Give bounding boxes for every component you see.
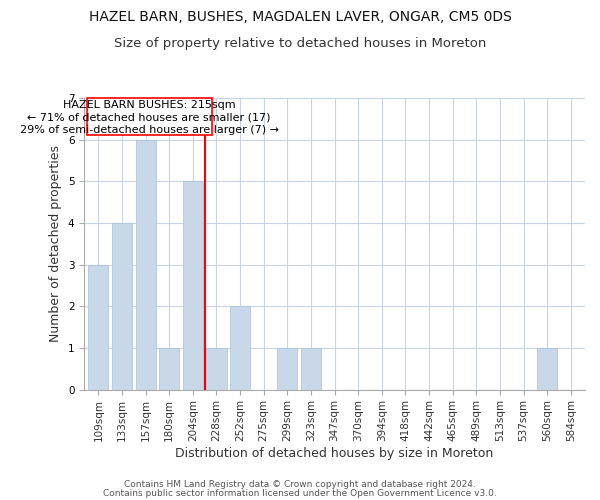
Y-axis label: Number of detached properties: Number of detached properties bbox=[49, 146, 62, 342]
Bar bbox=[301, 348, 321, 390]
Text: HAZEL BARN, BUSHES, MAGDALEN LAVER, ONGAR, CM5 0DS: HAZEL BARN, BUSHES, MAGDALEN LAVER, ONGA… bbox=[89, 10, 511, 24]
Bar bbox=[183, 182, 203, 390]
Text: HAZEL BARN BUSHES: 215sqm: HAZEL BARN BUSHES: 215sqm bbox=[63, 100, 235, 110]
Bar bbox=[277, 348, 298, 390]
Bar bbox=[112, 223, 132, 390]
Bar bbox=[159, 348, 179, 390]
X-axis label: Distribution of detached houses by size in Moreton: Distribution of detached houses by size … bbox=[175, 447, 494, 460]
FancyBboxPatch shape bbox=[86, 98, 212, 136]
Bar bbox=[206, 348, 227, 390]
Text: 29% of semi-detached houses are larger (7) →: 29% of semi-detached houses are larger (… bbox=[20, 125, 278, 135]
Text: ← 71% of detached houses are smaller (17): ← 71% of detached houses are smaller (17… bbox=[28, 112, 271, 122]
Text: Contains public sector information licensed under the Open Government Licence v3: Contains public sector information licen… bbox=[103, 488, 497, 498]
Bar bbox=[136, 140, 155, 390]
Text: Size of property relative to detached houses in Moreton: Size of property relative to detached ho… bbox=[114, 38, 486, 51]
Bar bbox=[537, 348, 557, 390]
Bar bbox=[230, 306, 250, 390]
Text: Contains HM Land Registry data © Crown copyright and database right 2024.: Contains HM Land Registry data © Crown c… bbox=[124, 480, 476, 489]
Bar bbox=[88, 264, 109, 390]
